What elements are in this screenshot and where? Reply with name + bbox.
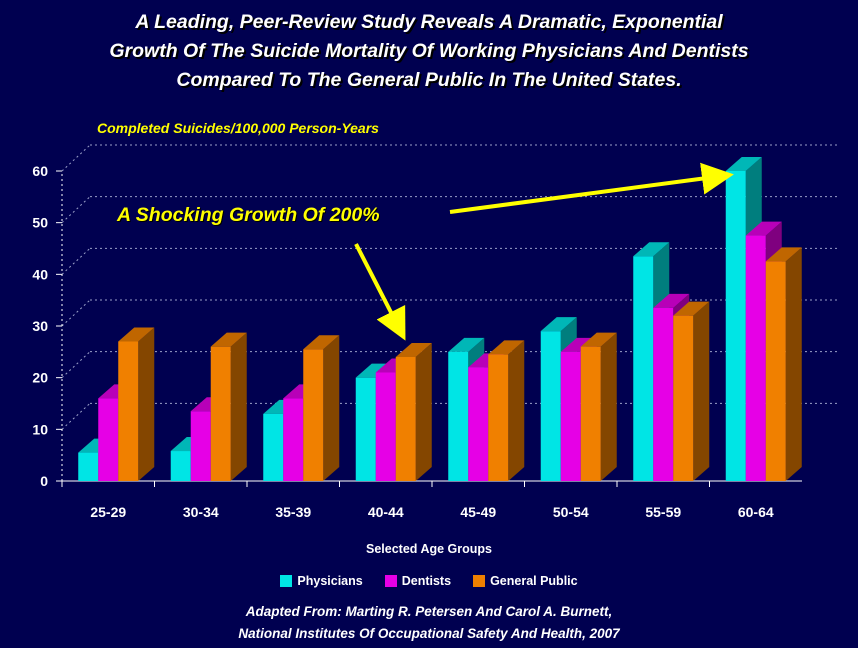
bar-side <box>600 332 617 481</box>
bar-top <box>725 157 762 171</box>
bar-side <box>508 340 525 481</box>
y-axis-label: Completed Suicides/100,000 Person-Years <box>97 120 379 136</box>
x-tick-label: 50-54 <box>553 504 589 520</box>
bar-front <box>355 377 376 481</box>
bar-front <box>725 171 746 481</box>
bar-top <box>448 337 485 352</box>
legend-swatch <box>473 575 486 587</box>
y-tick-label: 0 <box>40 473 48 489</box>
bar-front <box>468 367 489 481</box>
source-citation: Adapted From: Marting R. Petersen And Ca… <box>238 604 620 641</box>
bar-side <box>693 301 710 481</box>
y-tick-label: 50 <box>32 215 48 231</box>
bar-front <box>118 341 139 481</box>
legend-item-physicians: Physicians <box>280 574 363 588</box>
x-tick-label: 45-49 <box>460 504 496 520</box>
bar-top <box>540 317 577 332</box>
bar-top <box>673 301 710 316</box>
chart-title: A Leading, Peer-Review Study Reveals A D… <box>109 11 749 91</box>
bar-top <box>395 343 432 357</box>
bar-front <box>303 349 324 481</box>
gridline-diagonal <box>61 196 91 224</box>
legend-item-dentists: Dentists <box>384 574 452 588</box>
bar-front <box>375 372 396 481</box>
bar-side <box>138 327 155 481</box>
bar-front <box>170 451 191 481</box>
bar-side <box>230 332 247 481</box>
bar-side <box>415 343 432 481</box>
gridlines <box>61 144 838 430</box>
legend-label: Dentists <box>401 574 452 588</box>
x-tick-label: 35-39 <box>275 504 311 520</box>
y-tick-label: 10 <box>32 421 48 437</box>
x-tick-label: 40-44 <box>368 504 404 520</box>
bar-front <box>78 452 99 481</box>
bar-side <box>323 335 340 481</box>
gridline-diagonal <box>61 144 91 172</box>
y-tick-label: 40 <box>32 266 48 282</box>
tick-labels: 0 10 20 30 40 50 60 25-29 30-34 35-39 40-44 45-49 50… <box>32 163 773 520</box>
gridline-diagonal <box>61 351 91 379</box>
legend: Physicians Dentists General Public <box>0 574 858 588</box>
arrow-to-60-64 <box>449 162 734 214</box>
annotation-text: A Shocking Growth Of 200% <box>117 204 380 226</box>
x-tick-label: 60-64 <box>738 504 774 520</box>
legend-item-general-public: General Public <box>473 574 578 588</box>
bar-front <box>283 398 304 481</box>
bar-front <box>673 315 694 481</box>
legend-label: Physicians <box>297 574 363 588</box>
x-tick-label: 25-29 <box>90 504 126 520</box>
bar-general-public <box>673 301 710 481</box>
gridline-diagonal <box>61 402 91 430</box>
bar-top <box>210 332 247 347</box>
bar-front <box>765 261 786 481</box>
bar-front <box>395 357 416 481</box>
bar-top <box>118 327 155 342</box>
arrow-to-40-44 <box>354 243 406 341</box>
bar-front <box>540 331 561 481</box>
bar-front <box>190 411 211 481</box>
y-tick-label: 60 <box>32 163 48 179</box>
y-tick-label: 20 <box>32 370 48 386</box>
bar-top <box>488 340 525 355</box>
bar-top <box>633 242 670 257</box>
bar-top <box>765 247 802 262</box>
bar-general-public <box>303 335 340 481</box>
bar-general-public <box>580 332 617 481</box>
gridline-diagonal <box>61 247 91 275</box>
bar-general-public <box>765 247 802 481</box>
bar-top <box>580 332 617 347</box>
bar-front <box>633 256 654 481</box>
annotation-arrows <box>354 162 734 341</box>
bar-front <box>653 307 674 481</box>
x-tick-label: 55-59 <box>645 504 681 520</box>
bar-top <box>303 335 340 350</box>
gridline-diagonal <box>61 299 91 327</box>
bar-front <box>745 235 766 481</box>
bar-general-public <box>395 343 432 481</box>
bar-general-public <box>210 332 247 481</box>
bar-front <box>580 346 601 481</box>
bar-front <box>98 398 119 481</box>
bar-front <box>488 354 509 481</box>
bars <box>78 157 802 482</box>
bar-front <box>210 346 231 481</box>
legend-swatch <box>280 575 293 587</box>
x-tick-label: 30-34 <box>183 504 219 520</box>
bar-general-public <box>488 340 525 481</box>
bar-side <box>785 247 802 481</box>
bar-front <box>448 351 469 481</box>
bar-top <box>745 221 782 236</box>
x-axis-label: Selected Age Groups <box>366 542 492 556</box>
bar-general-public <box>118 327 155 481</box>
bar-front <box>560 351 581 481</box>
y-tick-label: 30 <box>32 318 48 334</box>
bar-front <box>263 413 284 481</box>
legend-label: General Public <box>490 574 578 588</box>
bar-top <box>653 293 690 308</box>
legend-swatch <box>384 575 397 587</box>
